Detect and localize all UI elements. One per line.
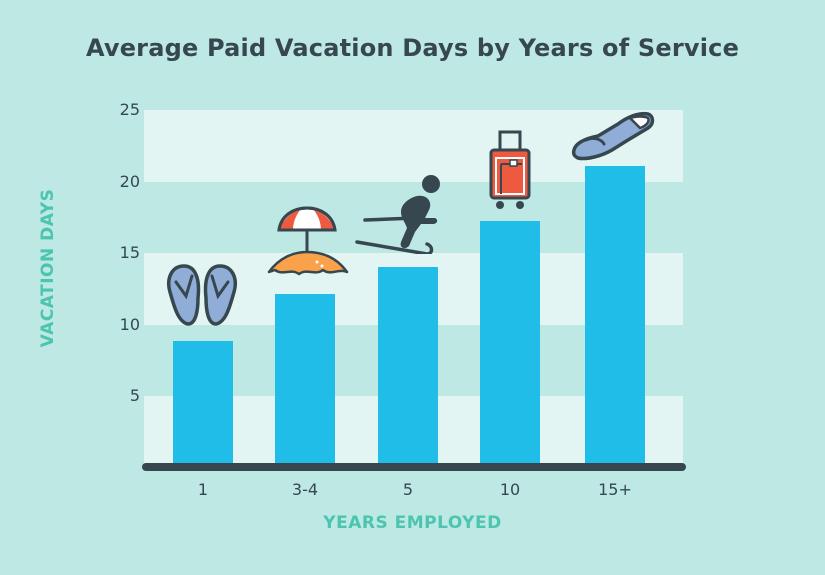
x-tick-3-4: 3-4 xyxy=(291,480,319,499)
airplane-icon xyxy=(571,111,655,161)
y-tick-10: 10 xyxy=(119,315,140,334)
skier-icon xyxy=(355,175,440,254)
x-tick-1: 1 xyxy=(197,480,209,499)
y-tick-20: 20 xyxy=(119,172,140,191)
y-tick-25: 25 xyxy=(119,100,140,119)
bar-10 xyxy=(480,221,540,468)
x-tick-10: 10 xyxy=(499,480,521,499)
y-axis-label: VACATION DAYS xyxy=(38,188,58,348)
flip-flops-icon xyxy=(167,264,237,326)
y-tick-5: 5 xyxy=(129,386,140,405)
bar-3-4 xyxy=(275,294,335,468)
x-tick-15-plus: 15+ xyxy=(598,480,632,499)
suitcase-icon xyxy=(489,130,531,209)
beach-umbrella-icon xyxy=(267,206,349,276)
bar-5 xyxy=(378,267,438,468)
bar-1 xyxy=(173,341,233,468)
chart-title: Average Paid Vacation Days by Years of S… xyxy=(85,34,740,62)
bar-15-plus xyxy=(585,166,645,468)
y-tick-15: 15 xyxy=(119,243,140,262)
x-axis-line xyxy=(142,463,686,471)
x-tick-5: 5 xyxy=(402,480,414,499)
x-axis-label: YEARS EMPLOYED xyxy=(323,513,502,533)
